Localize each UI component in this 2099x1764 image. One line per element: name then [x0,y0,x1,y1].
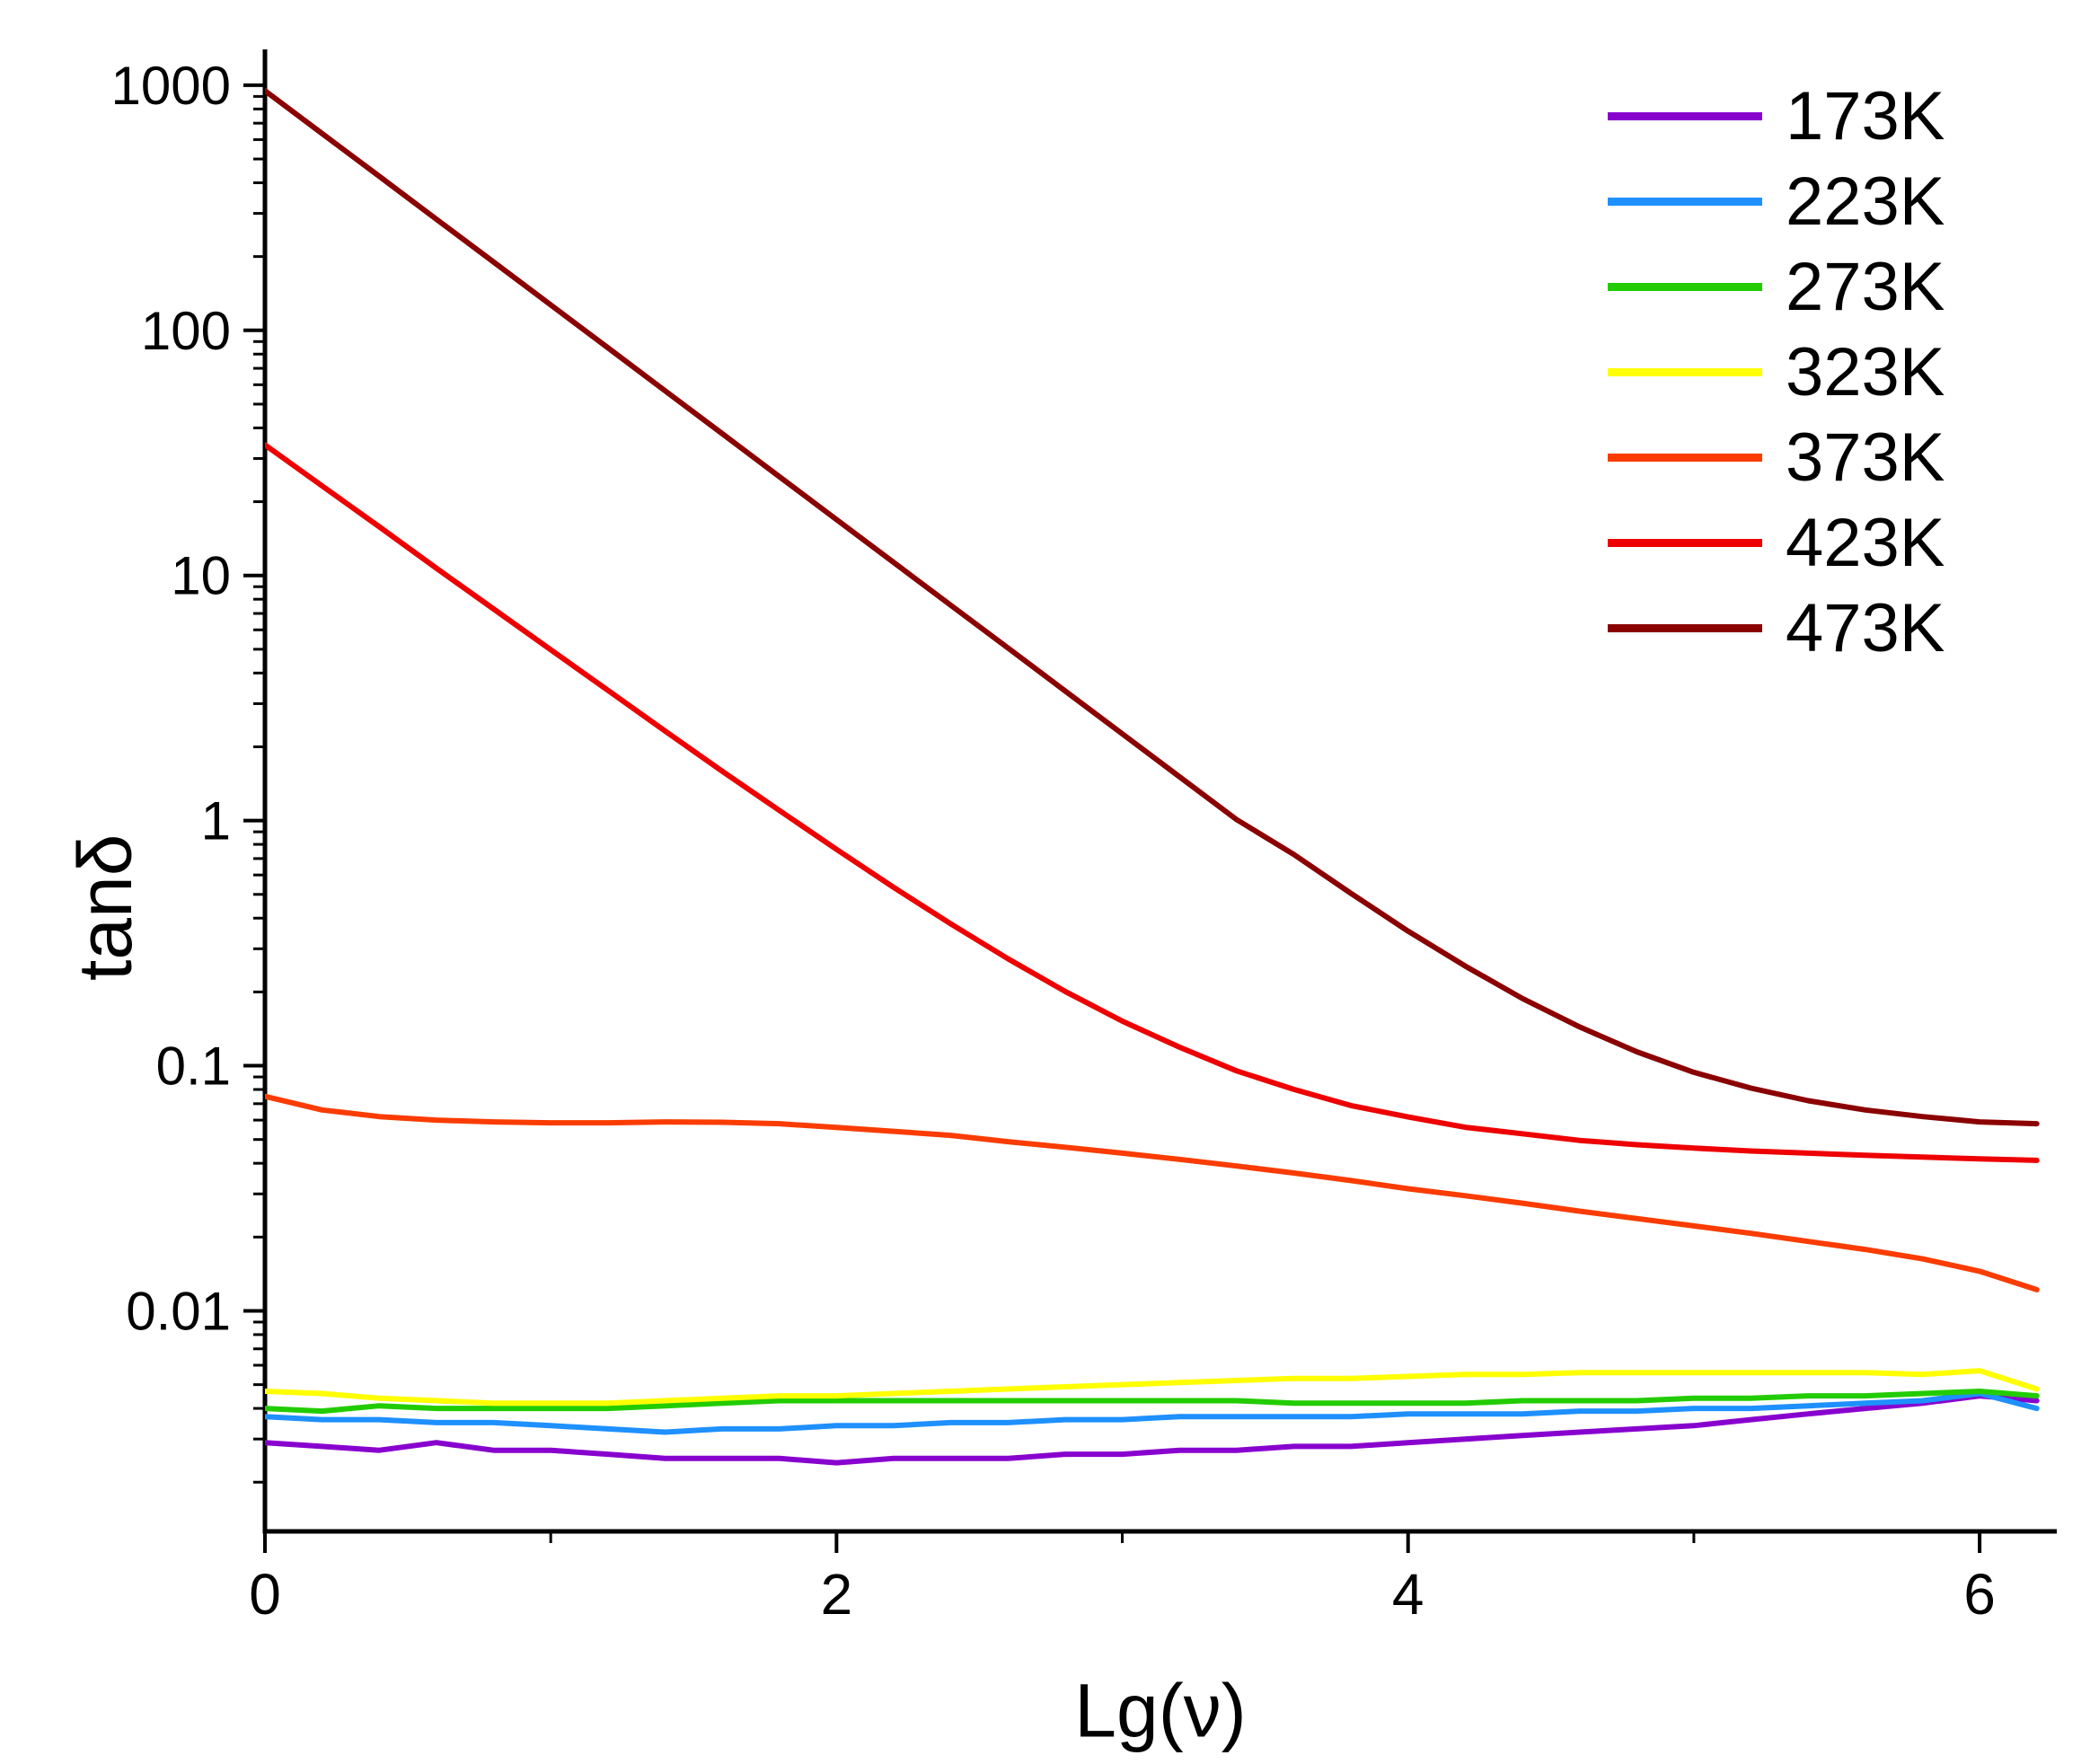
x-tick-label: 4 [1392,1562,1424,1627]
series-line-223K [265,1390,2040,1435]
y-tick-label: 100 [141,301,231,361]
legend-swatch-473K [1608,624,1762,632]
series-line-323K [265,1368,2040,1407]
x-tick-label: 6 [1963,1562,1996,1627]
x-tick-label: 0 [249,1562,281,1627]
y-tick-label: 0.1 [156,1036,231,1097]
y-tick-label: 10 [171,546,231,606]
series-line-173K [265,1393,2040,1466]
legend-label-273K: 273K [1786,248,1945,325]
x-tick-label: 2 [821,1562,853,1627]
series-line-373K [265,1093,2040,1292]
series-line-473K [265,88,2040,1127]
legend-item-423K: 423K [1608,500,1945,586]
series-line-273K [265,1389,2040,1415]
legend-label-173K: 173K [1786,77,1945,154]
y-tick-label: 1 [201,791,231,851]
legend-swatch-373K [1608,454,1762,462]
y-axis-label: tanδ [62,833,147,982]
legend-swatch-223K [1608,198,1762,206]
legend-swatch-273K [1608,283,1762,291]
legend-item-273K: 273K [1608,244,1945,330]
legend-label-423K: 423K [1786,504,1945,581]
legend-label-323K: 323K [1786,333,1945,410]
axes [262,49,2057,1534]
legend-item-373K: 373K [1608,415,1945,500]
legend-label-473K: 473K [1786,589,1945,666]
legend-item-323K: 323K [1608,330,1945,415]
x-axis-label: Lg(ν) [1074,1668,1247,1753]
legend-item-173K: 173K [1608,74,1945,159]
legend: 173K 223K 273K 323K 373K 423K 473K [1608,74,1945,671]
y-tick-label: 1000 [111,56,231,116]
series-line-423K [265,442,2040,1163]
legend-label-373K: 373K [1786,419,1945,496]
legend-swatch-173K [1608,112,1762,120]
legend-label-223K: 223K [1786,163,1945,240]
legend-item-223K: 223K [1608,159,1945,244]
legend-swatch-423K [1608,539,1762,547]
y-tick-label: 0.01 [126,1281,231,1341]
legend-item-473K: 473K [1608,586,1945,671]
legend-swatch-323K [1608,368,1762,376]
